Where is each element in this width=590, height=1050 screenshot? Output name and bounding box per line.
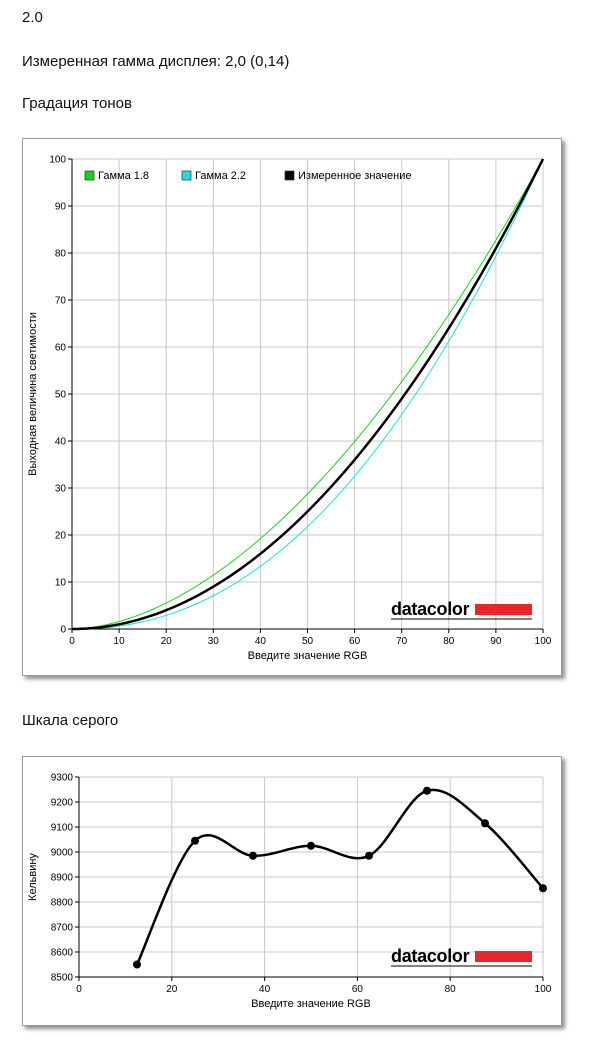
datacolor-logo-text: datacolor: [391, 599, 470, 619]
y-tick-label: 90: [55, 202, 67, 213]
measured-gamma-line: Измеренная гамма дисплея: 2,0 (0,14): [22, 53, 290, 70]
data-point: [249, 851, 257, 860]
y-tick-label: 8700: [51, 923, 74, 934]
x-tick-label: 30: [208, 636, 220, 647]
y-axis-label: Кельвину: [27, 853, 39, 901]
x-tick-label: 100: [535, 984, 552, 995]
data-point: [539, 884, 547, 893]
x-tick-label: 20: [161, 636, 173, 647]
data-point: [481, 819, 489, 828]
x-tick-label: 10: [114, 636, 126, 647]
legend-label: Гамма 2.2: [195, 170, 246, 182]
x-tick-label: 0: [76, 984, 82, 995]
tone-chart-panel: 0 10 20 30 40 50 60 70 80 90 100 0 10 20 30 40 50 60 70 80 9…: [22, 138, 562, 676]
y-tick-label: 0: [60, 625, 66, 636]
x-tick-label: 60: [352, 984, 364, 995]
legend-swatch: [284, 170, 295, 181]
x-tick-label: 0: [69, 636, 75, 647]
data-point: [365, 851, 373, 860]
datacolor-logo-bar: [475, 951, 532, 962]
y-tick-label: 20: [55, 531, 67, 542]
gray-chart: 0 20 40 60 80 100 8500 8600 8700 8800 8900 9000 9100…: [27, 773, 552, 1011]
x-tick-label: 50: [302, 636, 314, 647]
legend-label: Измеренное значение: [298, 170, 412, 182]
legend-swatch: [181, 170, 192, 181]
datacolor-logo-bar: [475, 604, 532, 615]
y-tick-label: 80: [55, 249, 67, 260]
y-tick-label: 9100: [51, 823, 74, 834]
x-tick-label: 100: [535, 636, 552, 647]
legend-swatch: [84, 170, 95, 181]
x-tick-label: 60: [349, 636, 361, 647]
x-tick-label: 70: [396, 636, 408, 647]
y-tick-label: 50: [55, 390, 67, 401]
data-point: [307, 841, 315, 850]
x-tick-label: 80: [443, 636, 455, 647]
series-line: [71, 158, 545, 631]
x-tick-label: 40: [259, 984, 271, 995]
y-tick-label: 8800: [51, 898, 74, 909]
gray-chart-panel: 0 20 40 60 80 100 8500 8600 8700 8800 8900 9000 9100…: [22, 756, 562, 1026]
y-tick-label: 60: [55, 343, 67, 354]
data-point: [423, 786, 431, 795]
y-axis-label: Выходная величина светимости: [27, 312, 39, 476]
y-tick-label: 40: [55, 437, 67, 448]
x-axis-label: Введите значение RGB: [248, 650, 368, 662]
gray-title: Шкала серого: [22, 712, 119, 729]
data-point: [133, 960, 141, 969]
y-tick-label: 100: [49, 155, 66, 166]
y-tick-label: 30: [55, 484, 67, 495]
x-axis-label: Введите значение RGB: [251, 998, 371, 1010]
gamma-value: 2.0: [22, 9, 43, 26]
y-tick-label: 9000: [51, 848, 74, 859]
x-tick-label: 40: [255, 636, 267, 647]
y-tick-label: 9300: [51, 773, 74, 784]
tone-title: Градация тонов: [22, 95, 132, 112]
y-tick-label: 10: [55, 578, 67, 589]
x-tick-label: 20: [166, 984, 178, 995]
data-point: [191, 836, 199, 845]
series-line: [71, 158, 544, 630]
datacolor-logo-text: datacolor: [391, 946, 470, 966]
y-tick-label: 8500: [51, 973, 74, 984]
tone-chart: 0 10 20 30 40 50 60 70 80 90 100 0 10 20 30 40 50 60 70 80 9…: [27, 155, 552, 663]
y-tick-label: 70: [55, 296, 67, 307]
legend-label: Гамма 1.8: [98, 170, 149, 182]
y-tick-label: 8900: [51, 873, 74, 884]
y-tick-label: 8600: [51, 948, 74, 959]
y-tick-label: 9200: [51, 798, 74, 809]
x-tick-label: 80: [445, 984, 457, 995]
x-tick-label: 90: [490, 636, 502, 647]
series-line: [71, 158, 544, 630]
